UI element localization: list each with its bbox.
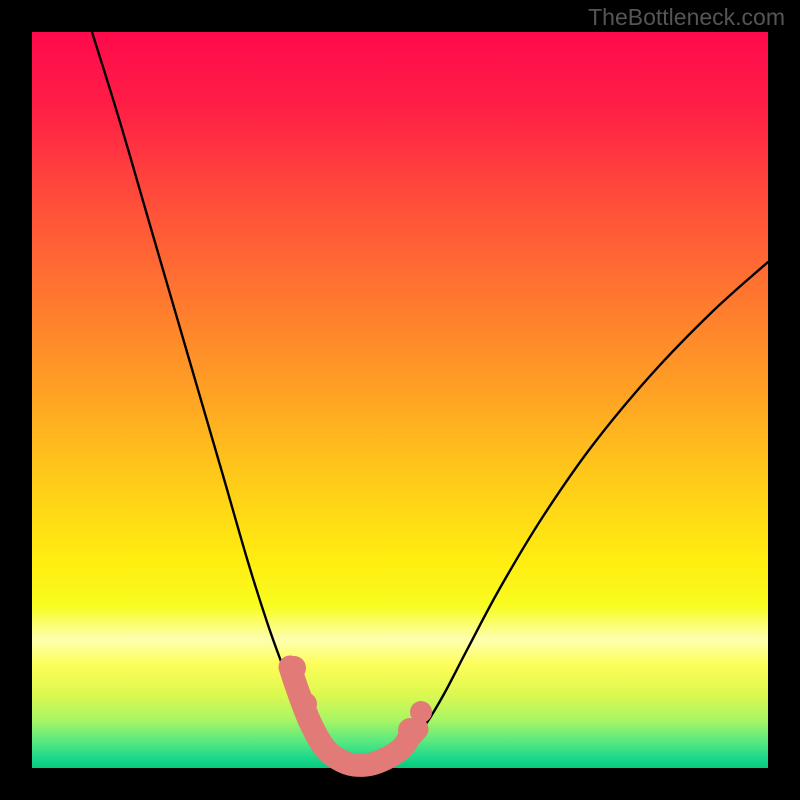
- marker-trail: [282, 656, 432, 765]
- marker-bead: [410, 701, 432, 723]
- chart-svg: [32, 32, 768, 768]
- watermark-text: TheBottleneck.com: [588, 4, 785, 31]
- marker-bead: [282, 656, 306, 680]
- marker-trail-path: [290, 667, 417, 765]
- bottleneck-curve: [92, 32, 768, 765]
- plot-area: [32, 32, 768, 768]
- marker-bead: [293, 692, 317, 716]
